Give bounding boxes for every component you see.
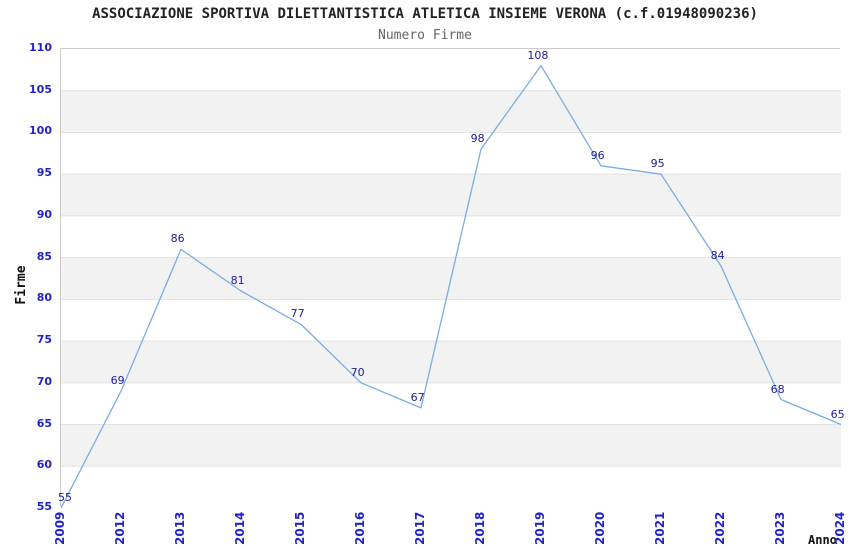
data-point-label: 96	[590, 148, 605, 162]
plot-band	[61, 132, 841, 175]
y-tick-label: 65	[36, 416, 52, 430]
plot-band	[61, 49, 841, 91]
plot-band	[61, 341, 841, 383]
plot-band	[61, 466, 841, 508]
y-tick-label: 105	[29, 82, 52, 96]
x-tick-label: 2013	[173, 511, 187, 545]
data-point-label: 65	[830, 407, 845, 421]
x-tick-label: 2019	[533, 511, 547, 545]
data-point-label: 81	[230, 274, 245, 288]
y-tick-label: 60	[36, 458, 52, 472]
y-tick-label: 100	[29, 124, 52, 138]
x-tick-label: 2022	[713, 511, 727, 545]
data-point-label: 68	[770, 382, 785, 396]
y-tick-label: 80	[36, 291, 52, 305]
data-point-label: 84	[710, 248, 725, 262]
y-tick-label: 70	[36, 374, 52, 388]
x-tick-label: 2012	[113, 511, 127, 545]
data-point-label: 70	[350, 365, 365, 379]
chart-canvas	[61, 49, 841, 508]
data-point-label: 108	[527, 48, 549, 62]
x-tick-label: 2015	[293, 511, 307, 545]
x-tick-label: 2018	[473, 511, 487, 545]
x-tick-label: 2020	[593, 511, 607, 545]
plot-band	[61, 382, 841, 425]
plot-area	[60, 48, 841, 508]
y-tick-label: 55	[36, 500, 52, 513]
plot-band	[61, 299, 841, 342]
y-tick-label: 95	[36, 166, 52, 180]
x-axis-title: Anno	[808, 533, 837, 547]
x-tick-label: 2014	[233, 511, 247, 545]
plot-band	[61, 174, 841, 216]
x-tick-label: 2021	[653, 511, 667, 545]
data-point-label: 67	[410, 390, 425, 404]
data-point-label: 98	[470, 132, 485, 146]
x-tick-label: 2009	[53, 511, 67, 545]
x-tick-label: 2024	[833, 511, 847, 545]
plot-band	[61, 424, 841, 467]
data-point-label: 55	[58, 491, 72, 504]
chart-title: ASSOCIAZIONE SPORTIVA DILETTANTISTICA AT…	[92, 6, 758, 22]
data-point-label: 95	[650, 157, 665, 171]
chart-subtitle: Numero Firme	[378, 28, 472, 43]
data-point-label: 69	[110, 374, 125, 388]
y-tick-label: 90	[36, 207, 52, 221]
y-tick-label: 75	[36, 333, 52, 347]
x-tick-label: 2017	[413, 511, 427, 545]
y-tick-label: 85	[36, 249, 52, 263]
x-tick-label: 2016	[353, 511, 367, 545]
data-point-label: 77	[290, 307, 305, 321]
plot-band	[61, 90, 841, 133]
data-point-label: 86	[170, 232, 185, 246]
y-tick-label: 110	[29, 41, 52, 54]
series-line	[61, 65, 841, 508]
x-tick-label: 2023	[773, 511, 787, 545]
